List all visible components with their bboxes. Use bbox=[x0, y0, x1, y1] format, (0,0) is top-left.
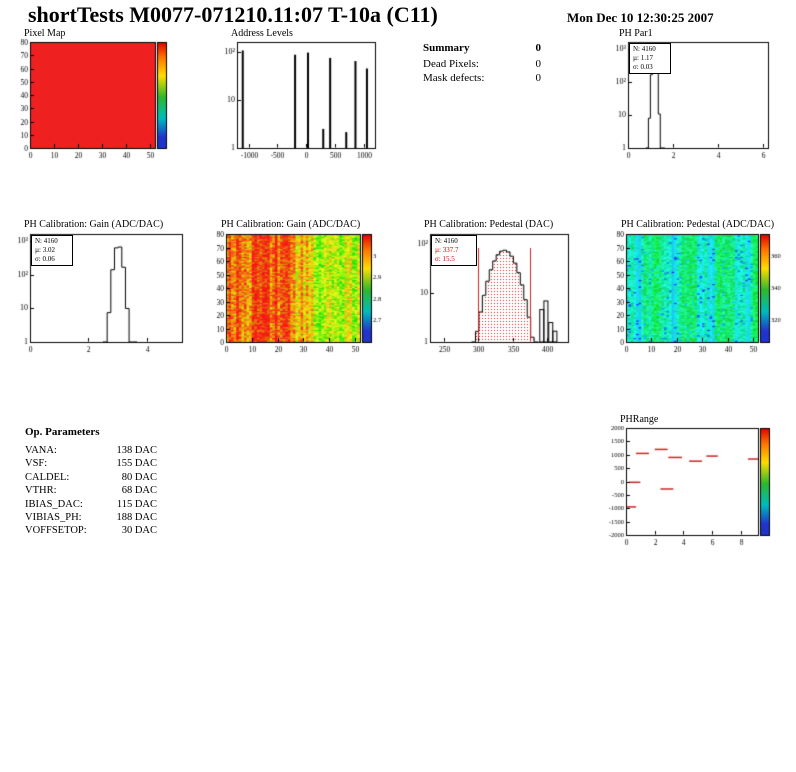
op-param-value: 115 DAC bbox=[116, 498, 157, 510]
stat-entries: N: 4160 bbox=[633, 45, 656, 53]
op-param-value: 68 DAC bbox=[121, 485, 157, 497]
op-param-label: VIBIAS_PH: bbox=[25, 512, 82, 524]
op-param-row: VIBIAS_PH: 188 DAC bbox=[25, 511, 157, 524]
ph-range-title: PHRange bbox=[620, 414, 659, 425]
op-param-row: VSF: 155 DAC bbox=[25, 457, 157, 470]
op-param-row: VANA: 138 DAC bbox=[25, 444, 157, 457]
op-param-label: VTHR: bbox=[25, 485, 57, 497]
op-parameters-title: Op. Parameters bbox=[25, 426, 100, 438]
ph-range-canvas bbox=[600, 424, 794, 554]
summary-value: 0 bbox=[535, 72, 542, 84]
timestamp: Mon Dec 10 12:30:25 2007 bbox=[567, 10, 714, 25]
gain-distribution-title: PH Calibration: Gain (ADC/DAC) bbox=[24, 219, 164, 230]
pedestal-map-canvas bbox=[608, 230, 794, 358]
pixel-map-canvas bbox=[8, 38, 180, 162]
page-title: shortTests M0077-071210.11:07 T-10a (C11… bbox=[28, 2, 438, 27]
stat-mean: µ: 3.02 bbox=[35, 246, 55, 254]
address-levels-title: Address Levels bbox=[231, 28, 293, 39]
stat-sigma: σ: 0.06 bbox=[35, 255, 55, 263]
op-param-value: 80 DAC bbox=[121, 471, 157, 483]
stat-sigma: σ: 0.03 bbox=[633, 63, 653, 71]
op-parameters-rows: VANA: 138 DAC VSF: 155 DAC CALDEL: 80 DAC VTHR… bbox=[25, 444, 157, 538]
op-param-value: 30 DAC bbox=[121, 525, 157, 537]
op-param-value: 188 DAC bbox=[116, 512, 157, 524]
summary-total: 0 bbox=[535, 42, 542, 54]
ph-par1-stats-box: N: 4160 µ: 1.17 σ: 0.03 bbox=[629, 43, 671, 74]
summary-label: Dead Pixels: bbox=[423, 58, 479, 70]
summary-row: Dead Pixels: 0 bbox=[423, 57, 541, 71]
op-param-value: 155 DAC bbox=[116, 458, 157, 470]
op-param-label: CALDEL: bbox=[25, 471, 70, 483]
stat-mean: µ: 337.7 bbox=[435, 246, 459, 254]
ph-par1-title: PH Par1 bbox=[619, 28, 653, 39]
stat-entries: N: 4160 bbox=[35, 237, 58, 245]
pedestal-stats-box: N: 4160 µ: 337.7 σ: 15.5 bbox=[431, 235, 477, 266]
op-param-row: VTHR: 68 DAC bbox=[25, 484, 157, 497]
stat-mean: µ: 1.17 bbox=[633, 54, 653, 62]
summary-label: Mask defects: bbox=[423, 72, 485, 84]
pedestal-distribution-title: PH Calibration: Pedestal (DAC) bbox=[424, 219, 554, 230]
op-param-value: 138 DAC bbox=[116, 445, 157, 456]
address-levels-canvas bbox=[215, 38, 387, 162]
gain-stats-box: N: 4160 µ: 3.02 σ: 0.06 bbox=[31, 235, 73, 266]
op-parameters-block: Op. Parameters VANA: 138 DAC VSF: 155 DAC CA… bbox=[25, 426, 157, 538]
summary-row: Mask defects: 0 bbox=[423, 71, 541, 85]
summary-title: Summary bbox=[423, 42, 470, 54]
pixel-map-title: Pixel Map bbox=[24, 28, 66, 39]
op-param-row: IBIAS_DAC: 115 DAC bbox=[25, 498, 157, 511]
op-param-label: VANA: bbox=[25, 445, 57, 456]
gain-map-title: PH Calibration: Gain (ADC/DAC) bbox=[221, 219, 361, 230]
op-param-label: IBIAS_DAC: bbox=[25, 498, 83, 510]
stat-entries: N: 4160 bbox=[435, 237, 458, 245]
op-param-row: CALDEL: 80 DAC bbox=[25, 471, 157, 484]
op-param-label: VSF: bbox=[25, 458, 48, 470]
gain-map-canvas bbox=[210, 230, 394, 358]
summary-value: 0 bbox=[535, 58, 542, 70]
pedestal-map-title: PH Calibration: Pedestal (ADC/DAC) bbox=[621, 219, 775, 230]
stat-sigma: σ: 15.5 bbox=[435, 255, 455, 263]
op-param-row: VOFFSETOP: 30 DAC bbox=[25, 524, 157, 537]
op-param-label: VOFFSETOP: bbox=[25, 525, 87, 537]
summary-block: Summary 0 Dead Pixels: 0 Mask defects: 0 bbox=[423, 42, 541, 85]
